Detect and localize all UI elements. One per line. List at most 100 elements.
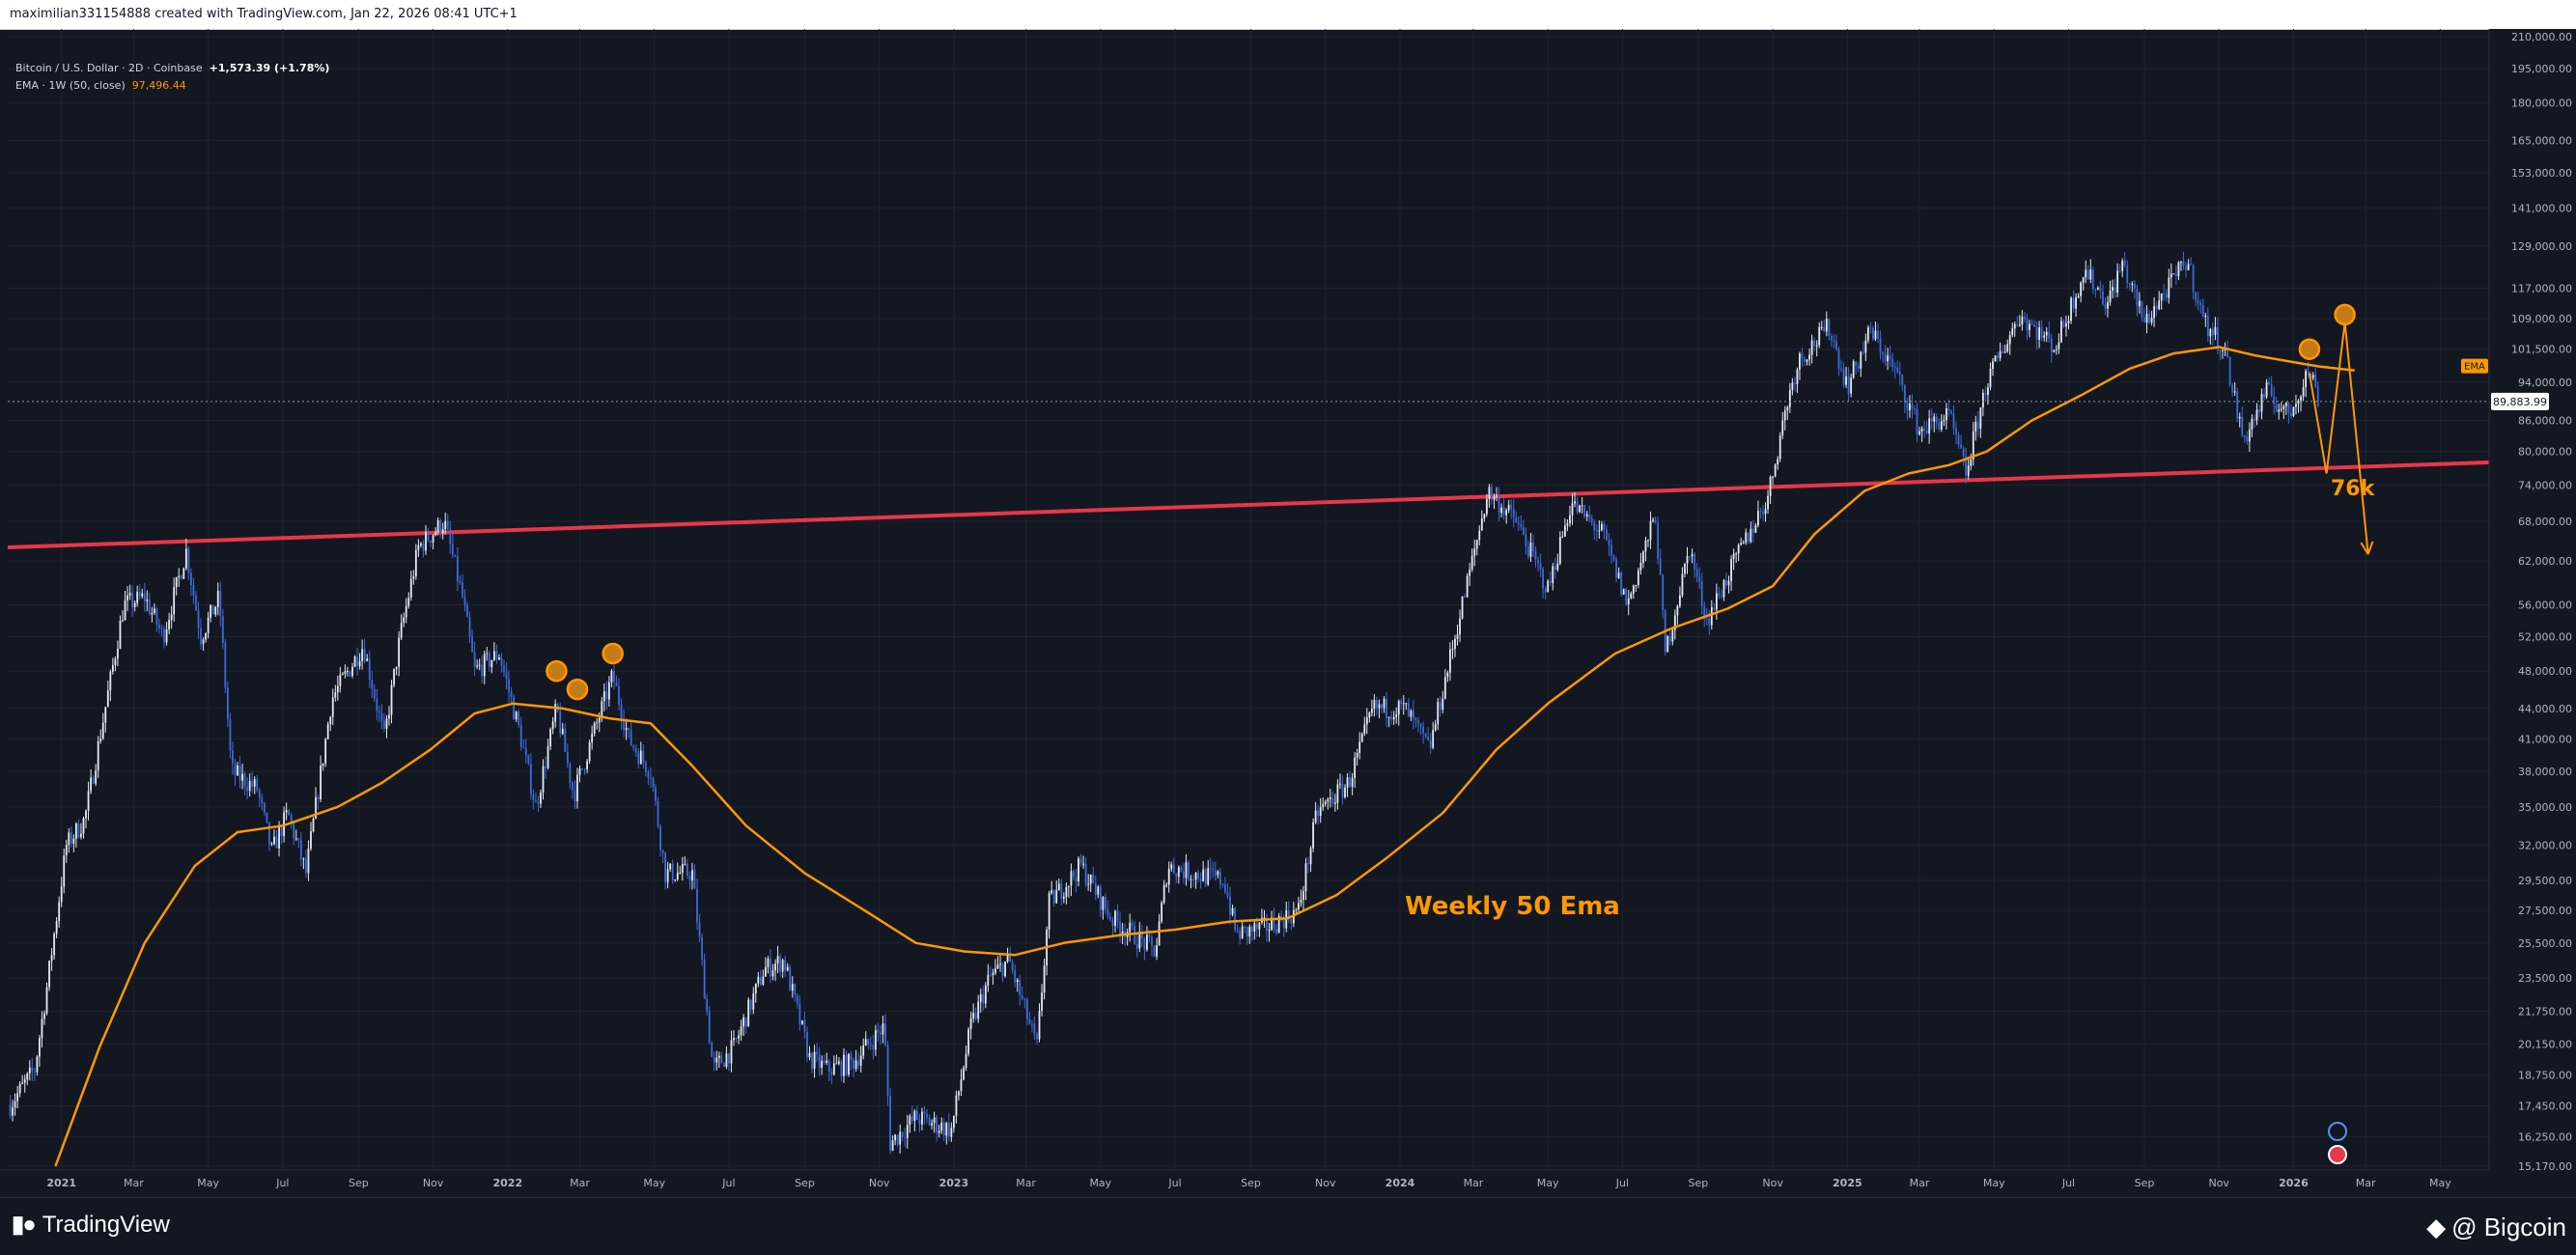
candle-body bbox=[1820, 326, 1823, 328]
candle-body bbox=[344, 671, 347, 674]
candle-body bbox=[33, 1071, 36, 1073]
candle-body bbox=[749, 999, 752, 1010]
candle-body bbox=[483, 654, 486, 677]
candle-body bbox=[1212, 869, 1215, 871]
candle-body bbox=[18, 1083, 21, 1094]
candle-body bbox=[770, 959, 771, 977]
candle-body bbox=[630, 730, 632, 746]
candle-body bbox=[154, 608, 155, 614]
candle-body bbox=[1898, 372, 1901, 376]
candle-body bbox=[468, 617, 471, 637]
candle-body bbox=[1329, 796, 1331, 799]
time-tick-label: Mar bbox=[570, 1177, 590, 1189]
candle-body bbox=[99, 739, 102, 741]
candle-body bbox=[1226, 892, 1229, 898]
candle-body bbox=[1500, 507, 1502, 514]
candle-body bbox=[490, 659, 493, 668]
candle-body bbox=[808, 1052, 811, 1058]
symbol-name: Bitcoin / U.S. Dollar · 2D · Coinbase bbox=[15, 62, 203, 74]
candle-body bbox=[796, 994, 798, 1004]
candle-body bbox=[529, 763, 532, 795]
candle-body bbox=[931, 1123, 934, 1126]
candle-body bbox=[366, 658, 369, 661]
candle-body bbox=[1525, 535, 1527, 547]
candle-body bbox=[1231, 907, 1234, 915]
price-tick-label: 86,000.00 bbox=[2518, 414, 2572, 427]
target-label: 76k bbox=[2331, 477, 2376, 501]
candle-body bbox=[1135, 944, 1138, 949]
candle-body bbox=[1654, 519, 1657, 523]
candle-body bbox=[1001, 963, 1004, 977]
candle-body bbox=[642, 750, 645, 763]
candle-body bbox=[270, 843, 273, 845]
price-tick-label: 129,000.00 bbox=[2511, 240, 2572, 253]
candle-body bbox=[1094, 883, 1097, 895]
candle-body bbox=[916, 1110, 918, 1120]
candle-body bbox=[1583, 505, 1586, 516]
candle-body bbox=[867, 1039, 870, 1045]
candle-body bbox=[1740, 543, 1743, 545]
candle-body bbox=[1498, 495, 1500, 514]
price-tick-label: 48,000.00 bbox=[2518, 665, 2572, 678]
candle-body bbox=[1960, 444, 1962, 449]
candle-body bbox=[843, 1054, 845, 1076]
candle-body bbox=[711, 1042, 714, 1058]
candle-body bbox=[241, 773, 243, 781]
candle-body bbox=[2107, 302, 2109, 309]
candle-body bbox=[273, 836, 275, 844]
event-icons[interactable] bbox=[2328, 1122, 2347, 1164]
candle-body bbox=[234, 764, 237, 776]
footer-bar bbox=[0, 1197, 2576, 1255]
candle-body bbox=[339, 674, 342, 686]
candle-body bbox=[23, 1079, 26, 1083]
candle-body bbox=[2255, 409, 2258, 421]
candle-body bbox=[940, 1122, 943, 1131]
candle-body bbox=[992, 972, 994, 975]
candle-body bbox=[329, 716, 332, 725]
chart-area[interactable]: 210,000.00 195,000.00 180,000.00 165,000.00… bbox=[0, 29, 2576, 1197]
candle-body bbox=[945, 1123, 948, 1136]
candle-body bbox=[1062, 896, 1065, 899]
candle-body bbox=[1021, 994, 1023, 999]
candle-body bbox=[1947, 408, 1950, 411]
price-axis: 210,000.00 195,000.00 180,000.00 165,000.00… bbox=[2511, 31, 2572, 1173]
price-tick-label: 56,000.00 bbox=[2518, 600, 2572, 612]
candle-body bbox=[2126, 265, 2129, 284]
candle-body bbox=[390, 684, 393, 715]
candle-body bbox=[430, 541, 432, 543]
resistance-line-layer bbox=[7, 460, 2490, 550]
candle-body bbox=[2290, 412, 2292, 416]
candle-body bbox=[634, 747, 637, 753]
tradingview-brand[interactable]: ▮● TradingView bbox=[12, 1211, 170, 1239]
candle-body bbox=[1263, 917, 1266, 919]
candle-body bbox=[1084, 863, 1087, 885]
candle-body bbox=[138, 591, 141, 597]
candle-body bbox=[205, 632, 207, 640]
price-tick-label: 38,000.00 bbox=[2518, 766, 2572, 778]
time-tick-label: Jul bbox=[721, 1177, 735, 1189]
candle-body bbox=[165, 629, 168, 643]
candle-body bbox=[593, 723, 596, 734]
candle-body bbox=[449, 528, 452, 544]
candle-body bbox=[1368, 712, 1371, 718]
candle-body bbox=[1527, 546, 1529, 557]
candle-body bbox=[1974, 421, 1977, 432]
candle-body bbox=[1813, 340, 1816, 347]
price-chart[interactable]: 210,000.00 195,000.00 180,000.00 165,000.00… bbox=[0, 29, 2576, 1197]
candle-body bbox=[246, 787, 249, 792]
candle-body bbox=[1151, 936, 1153, 946]
candle-body bbox=[880, 1032, 882, 1035]
price-tick-label: 210,000.00 bbox=[2511, 31, 2572, 43]
candle-body bbox=[210, 604, 212, 618]
candle-body bbox=[1534, 550, 1537, 560]
candle-body bbox=[1581, 505, 1583, 507]
candle-body bbox=[1167, 868, 1170, 885]
candle-body bbox=[180, 575, 182, 579]
candle-body bbox=[1470, 555, 1473, 571]
tradingview-brand-text: TradingView bbox=[42, 1211, 170, 1238]
candle-body bbox=[1089, 874, 1092, 884]
candle-body bbox=[519, 724, 522, 748]
candle-body bbox=[1448, 649, 1451, 673]
candle-body bbox=[1722, 579, 1725, 598]
candle-body bbox=[1842, 368, 1845, 385]
